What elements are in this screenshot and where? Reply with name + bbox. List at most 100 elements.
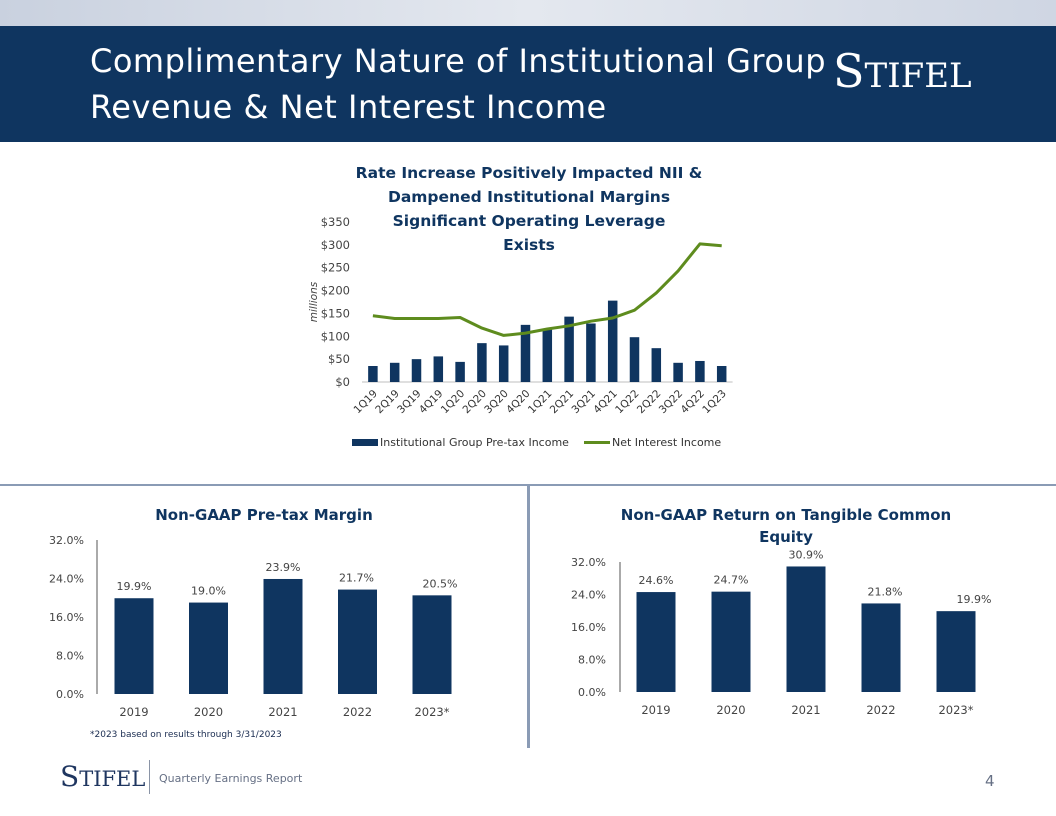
chart3-bar-2021 <box>786 566 826 692</box>
chart1-xtick-label: 1Q21 <box>526 388 555 417</box>
chart1-title-line-1: Rate Increase Positively Impacted NII & <box>356 164 703 182</box>
chart2-xtick-label: 2023* <box>414 705 449 719</box>
chart2-ytick-label: 32.0% <box>49 534 84 547</box>
chart1-xtick-label: 2Q19 <box>373 388 402 417</box>
top-decorative-strip <box>0 0 1056 26</box>
chart1-ytick-label: $150 <box>321 306 350 320</box>
footer-logo-initial: S <box>60 760 80 793</box>
legend-bar-label: Institutional Group Pre-tax Income <box>380 436 569 449</box>
chart2-bar-2021 <box>263 578 303 694</box>
chart2-bar-2022 <box>338 589 377 694</box>
chart3-bar-2022 <box>861 603 901 692</box>
chart1-xtick-label: 1Q19 <box>352 388 381 417</box>
chart3-xtick-label: 2019 <box>641 703 670 717</box>
chart2-data-label: 23.9% <box>266 561 301 574</box>
chart1-xtick-label: 1Q22 <box>613 388 642 417</box>
page-title: Complimentary Nature of Institutional Gr… <box>90 38 826 130</box>
chart1-ylabel: millions <box>308 281 320 322</box>
chart2-data-label: 19.0% <box>191 585 226 598</box>
chart3-ytick-label: 24.0% <box>571 589 606 602</box>
chart2-xtick-label: 2021 <box>268 705 297 719</box>
chart2-data-label: 21.7% <box>339 572 374 585</box>
chart1-bar-1Q19 <box>368 366 378 382</box>
chart3-xtick-label: 2022 <box>866 703 895 717</box>
nii-combo-chart: Rate Increase Positively Impacted NII & D… <box>308 164 733 417</box>
footer-label: Quarterly Earnings Report <box>159 772 303 785</box>
footer-separator <box>149 760 150 794</box>
chart1-title-line-4: Exists <box>503 236 555 254</box>
legend-line-swatch <box>584 441 610 444</box>
pretax-margin-chart: Non-GAAP Pre-tax Margin 0.0% 8.0% 16.0% 24.0… <box>49 506 458 719</box>
chart1-bar-2Q20 <box>477 343 487 382</box>
title-banner <box>0 26 1056 142</box>
chart1-xtick-label: 4Q20 <box>504 388 533 417</box>
chart3-data-label: 24.6% <box>639 574 674 587</box>
chart1-bar-2Q19 <box>389 362 400 382</box>
chart1-bar-4Q20 <box>520 324 531 382</box>
section-divider-horizontal <box>0 484 1056 486</box>
page-number: 4 <box>985 772 995 790</box>
chart3-data-label: 21.8% <box>868 585 903 598</box>
chart2-xtick-label: 2022 <box>343 705 372 719</box>
chart2-bar-2020 <box>189 602 228 694</box>
chart1-bar-1Q23 <box>716 366 727 382</box>
chart1-bar-3Q20 <box>498 345 509 382</box>
rotce-chart: Non-GAAP Return on Tangible Common Equity… <box>571 506 992 717</box>
chart1-xtick-label: 4Q19 <box>417 388 446 417</box>
chart1-xtick-label: 3Q20 <box>482 388 511 417</box>
stifel-logo: STIFEL <box>833 44 972 98</box>
chart1-ytick-label: $50 <box>328 352 350 366</box>
chart2-ytick-label: 8.0% <box>56 650 84 663</box>
chart3-title-line-2: Equity <box>759 528 813 546</box>
footer-logo: STIFEL <box>60 760 145 793</box>
chart1-xtick-label: 2Q21 <box>548 388 577 417</box>
chart1-ytick-label: $300 <box>321 238 350 252</box>
section-divider-vertical <box>527 486 530 748</box>
chart1-bar-1Q22 <box>629 337 640 382</box>
chart3-xtick-label: 2023* <box>938 703 973 717</box>
chart1-bar-3Q22 <box>673 362 683 382</box>
chart2-bar-2023* <box>412 595 452 694</box>
chart3-bar-2020 <box>711 591 751 692</box>
chart1-bar-4Q19 <box>433 356 444 382</box>
footnote: *2023 based on results through 3/31/2023 <box>90 730 282 740</box>
chart1-ytick-label: $250 <box>321 261 350 275</box>
footer-logo-rest: TIFEL <box>79 767 146 791</box>
logo-rest: TIFEL <box>864 56 972 96</box>
legend-item-bar: Institutional Group Pre-tax Income <box>352 436 569 449</box>
chart2-ytick-label: 16.0% <box>49 611 84 624</box>
chart2-bar-2019 <box>114 598 154 694</box>
chart3-ytick-label: 0.0% <box>578 686 606 699</box>
chart1-ytick-label: $350 <box>321 215 350 229</box>
chart3-bar-2019 <box>636 592 676 692</box>
chart1-bar-1Q20 <box>455 361 465 382</box>
chart1-xtick-label: 2Q20 <box>461 388 490 417</box>
legend-item-line: Net Interest Income <box>584 436 721 449</box>
logo-initial: S <box>833 44 865 98</box>
legend-line-label: Net Interest Income <box>612 436 722 449</box>
chart1-bar-1Q21 <box>542 329 553 382</box>
chart1-xtick-label: 2Q22 <box>635 388 664 417</box>
chart1-xtick-label: 3Q19 <box>395 388 424 417</box>
chart1-title-line-3: Significant Operating Leverage <box>393 212 666 230</box>
chart3-data-label: 19.9% <box>957 593 992 606</box>
page-title-line-2: Revenue & Net Interest Income <box>90 88 607 126</box>
chart2-data-label: 20.5% <box>423 577 458 590</box>
chart1-xtick-label: 3Q21 <box>570 388 599 417</box>
chart1-ytick-label: $200 <box>321 284 350 298</box>
chart1-title: Rate Increase Positively Impacted NII & D… <box>356 164 703 254</box>
chart3-ytick-label: 8.0% <box>578 654 606 667</box>
chart2-xtick-label: 2020 <box>194 705 223 719</box>
chart1-xtick-label: 4Q22 <box>679 388 708 417</box>
chart3-ytick-label: 32.0% <box>571 556 606 569</box>
chart3-xtick-label: 2020 <box>716 703 745 717</box>
chart1-bar-4Q21 <box>607 300 618 382</box>
chart1-bar-2Q21 <box>564 316 574 382</box>
chart3-data-label: 24.7% <box>714 574 749 587</box>
chart3-xtick-label: 2021 <box>791 703 820 717</box>
chart1-xtick-label: 4Q21 <box>591 388 620 417</box>
chart1-bar-3Q21 <box>586 323 596 382</box>
chart1-bar-3Q19 <box>411 359 422 382</box>
chart1-xtick-label: 3Q22 <box>657 388 686 417</box>
chart2-data-label: 19.9% <box>117 580 152 593</box>
